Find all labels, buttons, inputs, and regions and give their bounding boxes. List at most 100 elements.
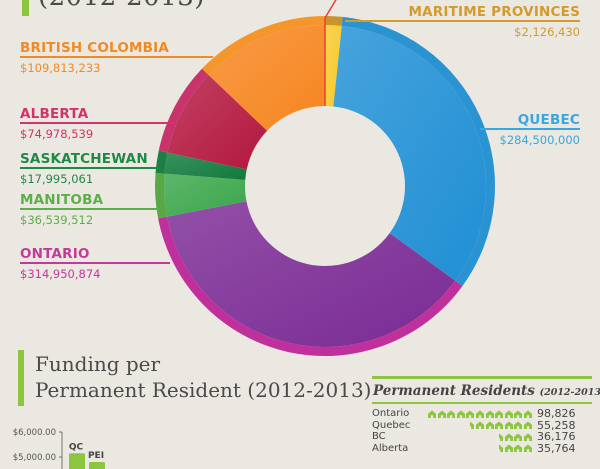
resident-icons [424,433,537,441]
label-maritime-provinces: MARITIME PROVINCES $2,126,430 [345,4,580,39]
label-name-british-colombia: BRITISH COLOMBIA [20,40,170,56]
donut-rim-ontario [158,216,463,357]
label-quebec: QUEBEC $284,500,000 [480,112,580,147]
y-tick-label: $5,000.00 [13,453,56,463]
label-alberta: ALBERTA $74,978,539 [20,106,175,141]
label-value-saskatchewan: $17,995,061 [20,171,94,186]
resident-icons [424,444,537,453]
section-accent-bar [18,350,24,406]
resident-row-bc: BC 36,176 [372,430,592,444]
house-icon [514,433,523,441]
label-name-saskatchewan: SASKATCHEWAN [20,151,148,167]
house-icon [514,421,523,430]
house-icon [524,410,532,418]
donut-rim-british-colombia [202,16,325,75]
house-icon [466,410,475,418]
label-name-manitoba: MANITOBA [20,192,104,208]
house-icon [476,421,485,430]
house-icon [514,444,523,453]
house-icon [524,444,532,453]
resident-icons [424,421,537,430]
resident-name: Quebec [372,419,411,431]
resident-row-quebec: Quebec 55,258 [372,418,592,432]
house-icon [514,410,523,418]
panel-title-text: Permanent Residents [373,382,535,399]
house-icon [504,433,513,441]
section-title-line-2: Permanent Resident (2012-2013) [35,378,372,402]
house-icon-half [499,444,504,453]
house-icon [504,444,513,453]
section-title: Funding per Permanent Resident (2012-201… [35,351,371,403]
label-value-manitoba: $36,539,512 [20,212,94,227]
panel-rule-bottom [372,401,592,404]
house-icon [447,410,456,418]
resident-count: 36,176 [537,430,576,444]
label-value-quebec: $284,500,000 [499,132,580,147]
house-icon [485,421,494,430]
donut-slice-quebec [333,25,487,281]
house-icon [476,410,485,418]
permanent-residents-panel: Permanent Residents (2012-2013) Ontario 9… [372,376,600,455]
donut-rim-maritime-provinces [325,16,343,26]
house-icon [524,433,532,441]
label-name-ontario: ONTARIO [20,246,90,262]
house-icon [495,421,504,430]
resident-name: BC [372,431,386,443]
donut-rim-manitoba [154,172,167,219]
label-rule-british-colombia [20,56,213,58]
house-icon [504,410,513,418]
label-manitoba: MANITOBA $36,539,512 [20,192,160,227]
house-icon [428,410,437,418]
house-icon-half [499,433,504,441]
house-icon [437,410,446,418]
panel-subtitle: (2012-2013) [539,386,600,398]
label-name-alberta: ALBERTA [20,106,89,122]
resident-row-ontario: Ontario 98,826 [372,407,592,421]
y-tick-label: $6,000.00 [13,428,56,438]
house-icon [524,421,532,430]
donut-slice-maritime-provinces [325,25,342,107]
label-rule-ontario [20,262,170,264]
label-value-maritime-provinces: $2,126,430 [514,24,580,39]
label-british-colombia: BRITISH COLOMBIA $109,813,233 [20,40,213,75]
label-rule-maritime-provinces [345,20,580,22]
bar-pei [89,462,105,469]
donut-chart [154,0,496,357]
label-value-british-colombia: $109,813,233 [20,60,101,75]
title-accent-bar [22,0,29,16]
resident-icons [424,410,537,418]
funding-bar-chart: $6,000.00 $5,000.00 QC PEI [13,428,105,469]
house-icon [504,421,513,430]
donut-slice-alberta [167,74,268,170]
donut-slice-ontario [166,201,456,347]
label-saskatchewan: SASKATCHEWAN $17,995,061 [20,151,160,186]
section-title-line-1: Funding per [35,352,161,376]
label-value-ontario: $314,950,874 [20,266,101,281]
panel-title: Permanent Residents (2012-2013) [372,379,600,402]
label-name-quebec: QUEBEC [517,112,580,128]
label-rule-quebec [480,128,580,130]
page-title: (2012-2013) [38,0,205,12]
donut-slice-manitoba [164,173,247,217]
resident-name: Alberta [372,442,409,454]
house-icon [495,410,504,418]
label-ontario: ONTARIO $314,950,874 [20,246,170,281]
resident-name: Ontario [372,408,410,420]
donut-slice-saskatchewan [164,152,247,180]
donut-rim-quebec [341,16,496,287]
resident-row-alberta: Alberta 35,764 [372,441,592,455]
label-name-maritime-provinces: MARITIME PROVINCES [408,4,580,20]
donut-rim-alberta [158,68,209,153]
top-connector-line [324,0,337,106]
label-rule-alberta [20,122,175,124]
house-icon [485,410,494,418]
bar-label-pei: PEI [88,451,104,461]
label-value-alberta: $74,978,539 [20,126,94,141]
resident-count: 98,826 [537,407,576,421]
donut-slice-british-colombia [208,25,325,131]
bar-label-qc: QC [69,442,84,452]
label-rule-saskatchewan [20,167,160,169]
bar-qc [69,453,85,469]
resident-count: 35,764 [537,441,576,455]
resident-count: 55,258 [537,418,576,432]
